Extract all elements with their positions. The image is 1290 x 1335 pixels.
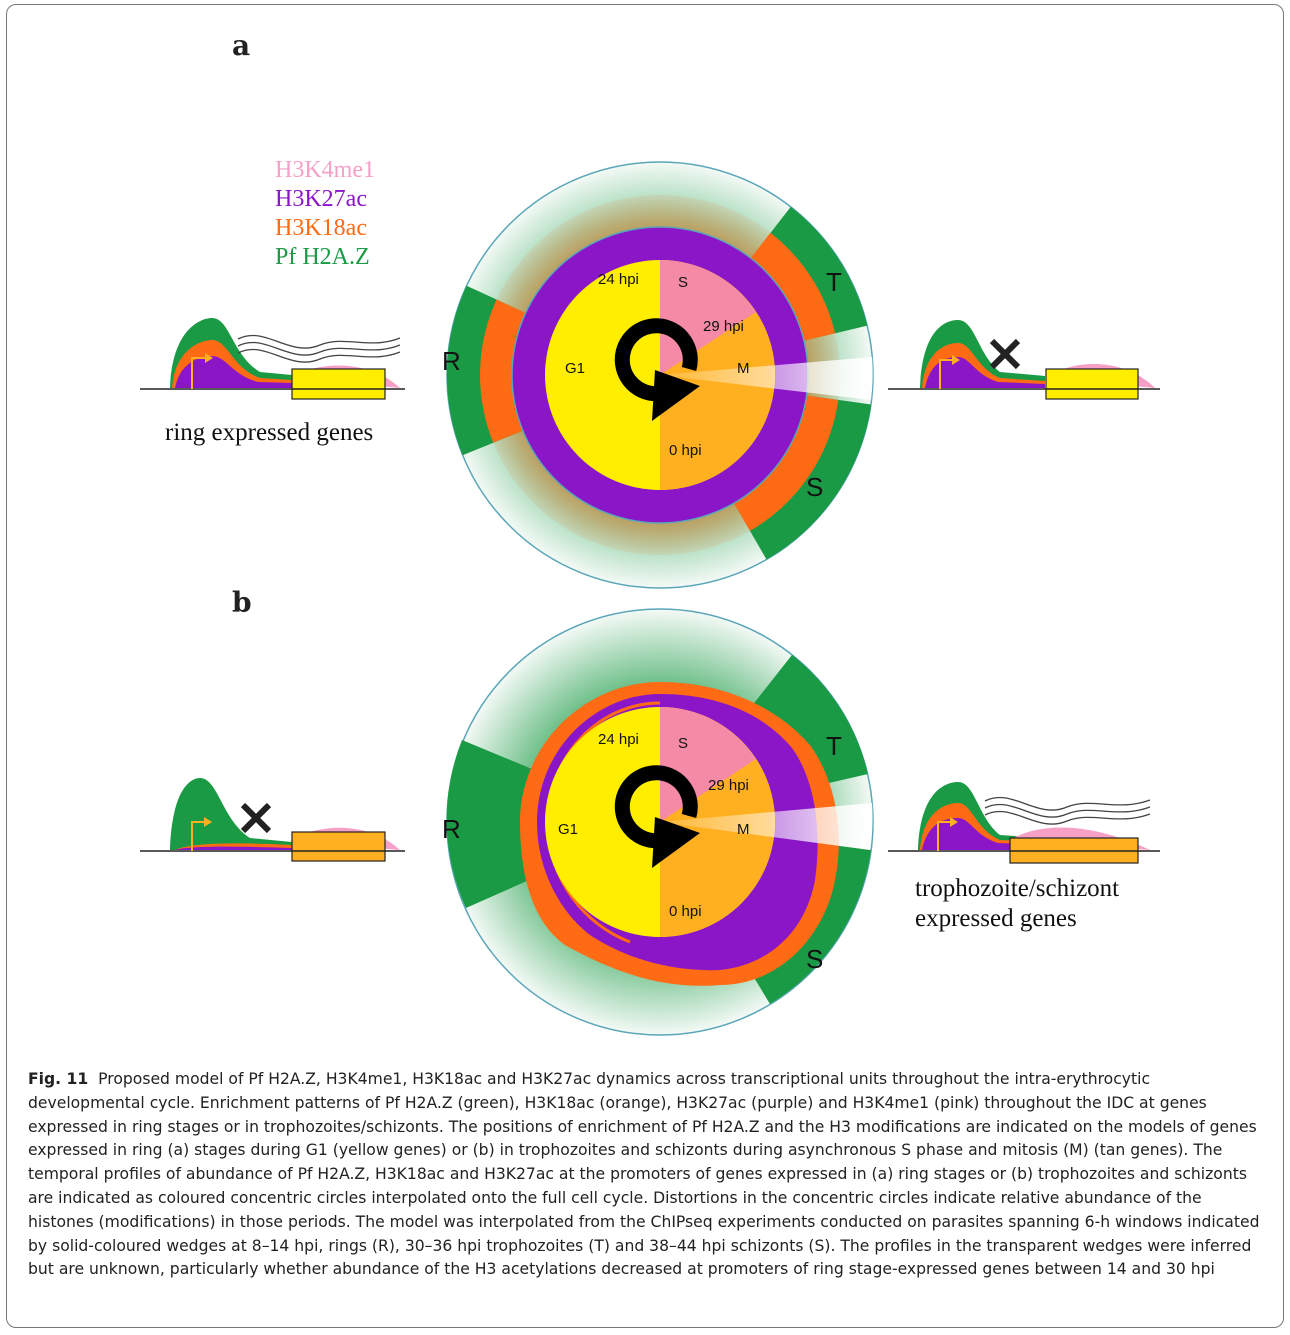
phase-g1-a: G1 (565, 360, 585, 377)
ring-genes-label: ring expressed genes (165, 419, 373, 446)
gene-model-ring-repressed-b (140, 778, 405, 862)
legend-h3k18ac: H3K18ac (275, 215, 367, 241)
transcript-waves-icon (984, 796, 1151, 825)
panel-b-label: b (232, 586, 252, 619)
phase-m-a: M (737, 360, 750, 377)
stage-r-a: R (442, 346, 461, 376)
cell-cycle-wheel-a: 24 hpi S 29 hpi M G1 0 hpi R T S (442, 161, 874, 589)
figure-number: Fig. 11 (28, 1070, 89, 1088)
figure-11-diagram: a b H3K4me1 H3K27ac H3K18ac Pf H2A.Z 24 … (140, 29, 1160, 1036)
stage-r-b: R (442, 814, 461, 844)
gene-model-troph-active-b: trophozoite/schizont expressed genes (888, 782, 1160, 932)
stage-s-b: S (806, 944, 823, 974)
hpi-29-a: 29 hpi (703, 318, 744, 335)
legend-h3k4me1: H3K4me1 (275, 157, 375, 183)
phase-g1-b: G1 (558, 821, 578, 838)
figure-caption: Fig. 11 Proposed model of Pf H2A.Z, H3K4… (28, 1068, 1268, 1282)
phase-s-b: S (678, 735, 688, 752)
legend-h3k27ac: H3K27ac (275, 186, 367, 212)
stage-s-a: S (806, 472, 823, 502)
troph-genes-label-line2: expressed genes (915, 905, 1077, 932)
gene-model-ring-active-a: ring expressed genes (140, 318, 405, 446)
transcript-waves-icon (237, 334, 401, 363)
legend-h2az: Pf H2A.Z (275, 244, 370, 270)
panel-a-label: a (232, 29, 250, 62)
troph-genes-label-line1: trophozoite/schizont (915, 875, 1119, 902)
blocked-x-icon (240, 802, 272, 834)
blocked-x-icon (989, 338, 1021, 370)
cycle-arrow-icon (614, 318, 700, 421)
phase-m-b: M (737, 821, 750, 838)
gene-model-troph-repressed-a (888, 320, 1160, 400)
stage-t-b: T (826, 731, 842, 761)
stage-t-a: T (826, 267, 842, 297)
cell-cycle-wheel-b: 24 hpi S 29 hpi M G1 0 hpi R T S (442, 608, 874, 1036)
phase-s-a: S (678, 274, 688, 291)
hpi-0-a: 0 hpi (669, 442, 702, 459)
hpi-29-b: 29 hpi (708, 777, 749, 794)
hpi-24-b: 24 hpi (598, 731, 639, 748)
hpi-24-a: 24 hpi (598, 271, 639, 288)
cycle-arrow-icon (614, 765, 700, 868)
hpi-0-b: 0 hpi (669, 903, 702, 920)
caption-text: Proposed model of Pf H2A.Z, H3K4me1, H3K… (28, 1070, 1260, 1279)
legend: H3K4me1 H3K27ac H3K18ac Pf H2A.Z (275, 157, 375, 270)
